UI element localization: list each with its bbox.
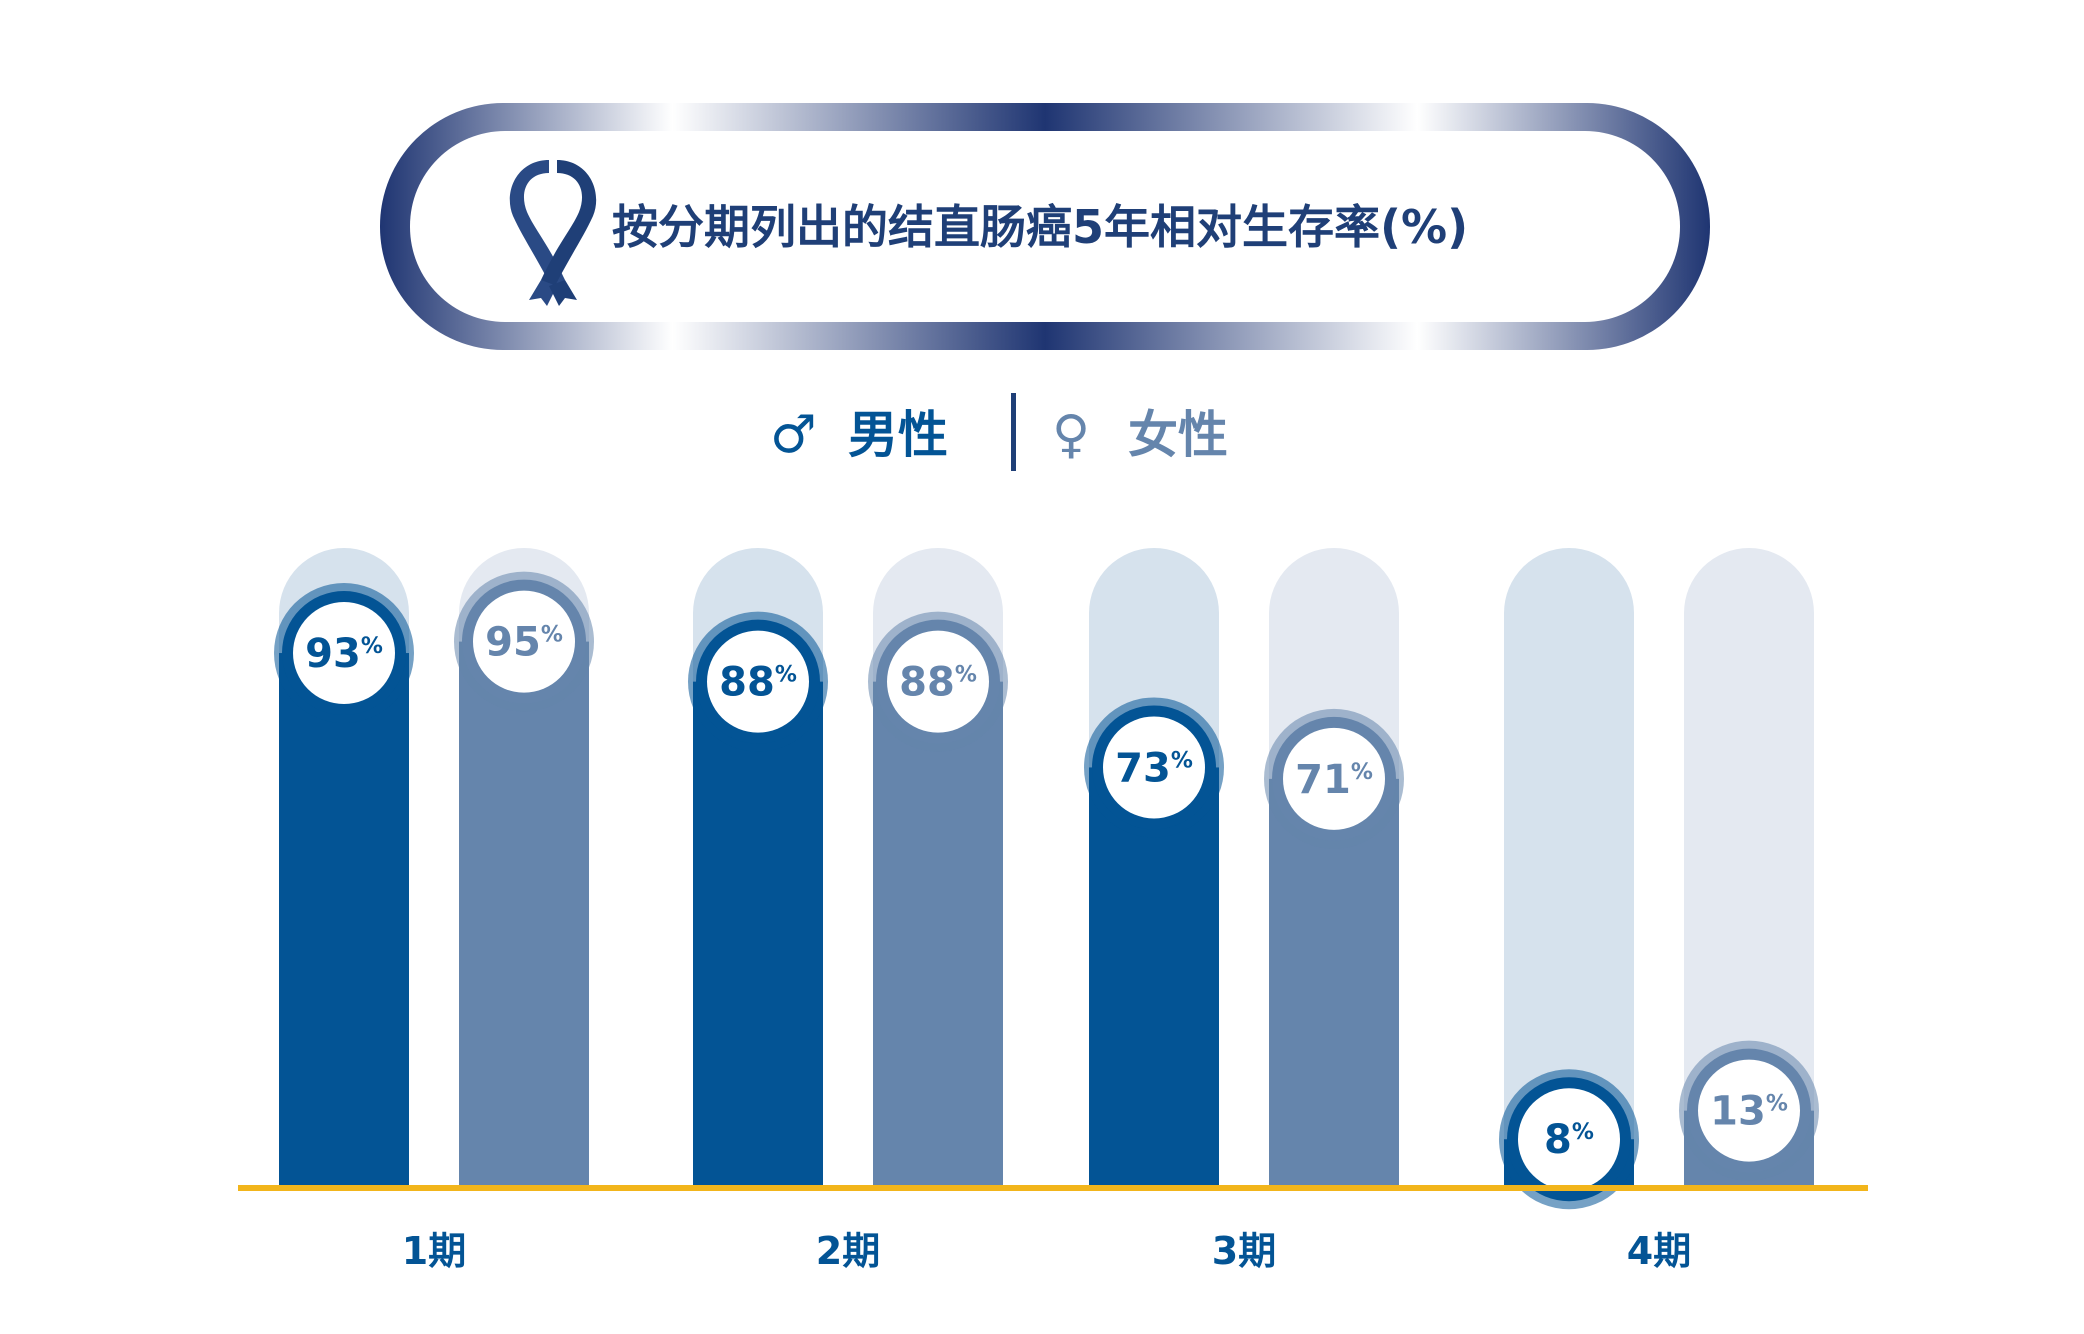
value-badge-female-stage-3: 71% [1264, 708, 1404, 849]
bar-track-male-stage-4 [1504, 548, 1634, 1185]
bar-female-stage-2 [873, 681, 1003, 1185]
bar-male-stage-2 [693, 681, 823, 1185]
value-label-female-stage-3: 71% [1295, 757, 1373, 803]
badge-face [887, 630, 989, 733]
plot-area: 93% 95% 1期 88% 88% 2期 73% 71% 3期 8% 13% 4期 [238, 548, 1868, 1273]
x-tick-label: 1期 [402, 1229, 466, 1273]
badge-face [1518, 1088, 1620, 1191]
x-axis-baseline [238, 1185, 1868, 1191]
badge-face [293, 602, 395, 705]
legend: ♂ 男性 ♀ 女性 [770, 393, 1228, 471]
x-tick-label: 2期 [816, 1229, 880, 1273]
value-label-female-stage-1: 95% [485, 620, 563, 666]
value-badge-male-stage-2: 88% [688, 611, 828, 752]
bar-female-stage-1 [459, 641, 589, 1185]
male-symbol-icon: ♂ [770, 405, 817, 465]
value-badge-female-stage-4: 13% [1679, 1040, 1819, 1181]
value-label-male-stage-1: 93% [305, 631, 383, 677]
x-tick-label: 3期 [1212, 1229, 1276, 1273]
legend-divider [1011, 393, 1016, 471]
title-banner: 按分期列出的结直肠癌5年相对生存率(%) [380, 103, 1710, 350]
value-label-male-stage-2: 88% [719, 660, 797, 706]
bar-track-female-stage-4 [1684, 548, 1814, 1185]
legend-label-female: 女性 [1128, 406, 1228, 464]
x-tick-label: 4期 [1627, 1229, 1691, 1273]
value-label-male-stage-3: 73% [1115, 745, 1193, 791]
badge-face [1698, 1059, 1800, 1162]
badge-face [1283, 727, 1385, 830]
legend-label-male: 男性 [848, 406, 948, 464]
value-badge-male-stage-1: 93% [274, 583, 414, 724]
badge-face [473, 590, 575, 693]
badge-face [707, 630, 809, 733]
title-frame-inner [410, 131, 1680, 322]
value-label-female-stage-4: 13% [1710, 1089, 1788, 1135]
female-symbol-icon: ♀ [1052, 405, 1090, 465]
badge-face [1103, 716, 1205, 819]
value-badge-female-stage-1: 95% [454, 571, 594, 712]
chart-title: 按分期列出的结直肠癌5年相对生存率(%) [612, 200, 1468, 254]
value-label-male-stage-4: 8% [1544, 1117, 1594, 1163]
value-badge-male-stage-4: 8% [1499, 1069, 1639, 1210]
value-label-female-stage-2: 88% [899, 660, 977, 706]
bar-male-stage-1 [279, 653, 409, 1185]
value-badge-male-stage-3: 73% [1084, 697, 1224, 838]
value-badge-female-stage-2: 88% [868, 611, 1008, 752]
ribbon-icon [509, 160, 597, 306]
